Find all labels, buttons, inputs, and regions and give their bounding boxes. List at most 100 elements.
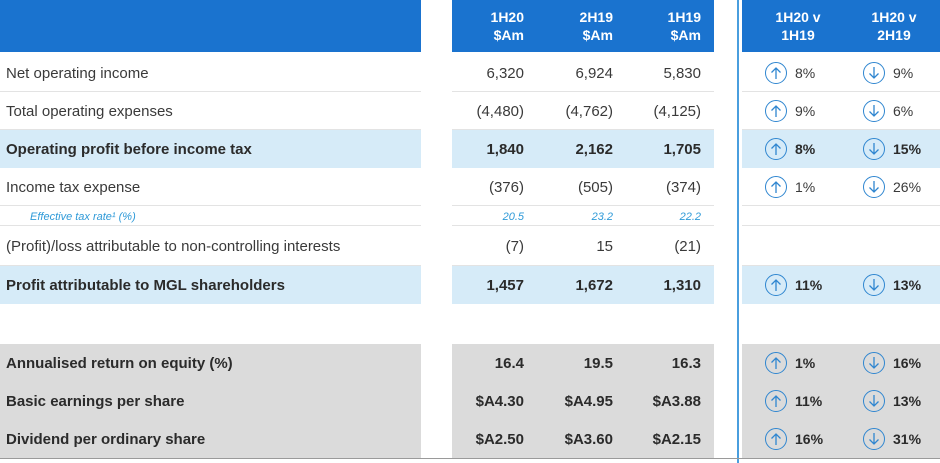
- change-1h20-v-2h19: 13%: [863, 382, 940, 420]
- change-percent: 13%: [893, 393, 922, 409]
- change-percent: 16%: [893, 355, 922, 371]
- row-value: 19.5: [583, 354, 613, 372]
- row-label: Annualised return on equity (%): [6, 354, 233, 372]
- row-value: 1,705: [663, 140, 701, 158]
- change-1h20-v-1h19: 1%: [765, 168, 840, 206]
- header-col-1h20: 1H20 $Am: [452, 0, 524, 52]
- change-percent: 31%: [893, 431, 922, 447]
- row-separator: [452, 225, 714, 226]
- row-separator: [452, 205, 714, 206]
- up-arrow-circle-icon: [765, 62, 787, 84]
- row-label: Profit attributable to MGL shareholders: [6, 276, 285, 294]
- row-value: $A4.30: [475, 392, 524, 410]
- row-label: (Profit)/loss attributable to non-contro…: [6, 237, 341, 255]
- down-arrow-circle-icon: [863, 352, 885, 374]
- change-1h20-v-1h19: 11%: [765, 382, 840, 420]
- row-bg-values: [452, 130, 714, 168]
- change-percent: 9%: [795, 103, 816, 119]
- down-arrow-circle-icon: [863, 390, 885, 412]
- header-col-2h19: 2H19 $Am: [524, 0, 613, 52]
- up-arrow-circle-icon: [765, 100, 787, 122]
- row-separator: [742, 129, 940, 130]
- row-value: 1,840: [486, 140, 524, 158]
- row-value: (7): [505, 237, 524, 255]
- row-bg-values: [452, 420, 714, 458]
- header-chg-1h20-v-2h19: 1H20 v 2H19: [848, 0, 940, 52]
- column-divider: [737, 0, 739, 463]
- change-percent: 26%: [893, 179, 922, 195]
- change-percent: 11%: [795, 277, 823, 293]
- row-value: 16.4: [494, 354, 524, 372]
- change-1h20-v-1h19: 11%: [765, 266, 840, 304]
- row-value: (376): [488, 178, 524, 196]
- down-arrow-circle-icon: [863, 428, 885, 450]
- row-value: $A2.50: [475, 430, 524, 448]
- row-value: 6,924: [575, 64, 613, 82]
- row-value: 1,310: [663, 276, 701, 294]
- row-separator: [0, 205, 421, 206]
- down-arrow-circle-icon: [863, 138, 885, 160]
- change-1h20-v-2h19: 16%: [863, 344, 940, 382]
- change-percent: 15%: [893, 141, 922, 157]
- up-arrow-circle-icon: [765, 390, 787, 412]
- change-1h20-v-2h19: 31%: [863, 420, 940, 458]
- change-percent: 8%: [795, 65, 816, 81]
- row-separator: [452, 265, 714, 266]
- row-value: 20.5: [502, 210, 524, 223]
- change-1h20-v-2h19: 9%: [863, 54, 940, 92]
- change-1h20-v-1h19: 9%: [765, 92, 840, 130]
- header-chg-1h20-v-1h19: 1H20 v 1H19: [752, 0, 844, 52]
- change-percent: 9%: [893, 65, 914, 81]
- row-value: 2,162: [575, 140, 613, 158]
- row-value: $A4.95: [564, 392, 613, 410]
- down-arrow-circle-icon: [863, 176, 885, 198]
- row-bg-label: [0, 420, 421, 458]
- row-separator: [742, 265, 940, 266]
- row-value: 15: [596, 237, 613, 255]
- row-label: Effective tax rate¹ (%): [30, 210, 136, 223]
- change-percent: 13%: [893, 277, 922, 293]
- row-separator: [0, 225, 421, 226]
- change-1h20-v-2h19: 26%: [863, 168, 940, 206]
- row-bg-values: [452, 266, 714, 304]
- row-bg-label: [0, 344, 421, 382]
- row-value: (505): [577, 178, 613, 196]
- up-arrow-circle-icon: [765, 352, 787, 374]
- row-value: $A3.60: [564, 430, 613, 448]
- row-separator: [0, 265, 421, 266]
- up-arrow-circle-icon: [765, 138, 787, 160]
- header-label-bar: [0, 0, 421, 52]
- row-label: Basic earnings per share: [6, 392, 185, 410]
- row-value: $A2.15: [652, 430, 701, 448]
- change-1h20-v-2h19: 15%: [863, 130, 940, 168]
- row-separator: [0, 91, 421, 92]
- row-label: Income tax expense: [6, 178, 141, 196]
- change-percent: 1%: [795, 179, 816, 195]
- row-bg-label: [0, 130, 421, 168]
- row-value: 5,830: [663, 64, 701, 82]
- header-col-1h19: 1H19 $Am: [613, 0, 701, 52]
- change-percent: 8%: [795, 141, 816, 157]
- row-value: (4,125): [653, 102, 701, 120]
- change-percent: 16%: [795, 431, 824, 447]
- row-label: Dividend per ordinary share: [6, 430, 206, 448]
- change-percent: 1%: [795, 355, 816, 371]
- row-bg-values: [452, 382, 714, 420]
- table-bottom-rule: [0, 458, 940, 459]
- up-arrow-circle-icon: [765, 176, 787, 198]
- row-separator: [742, 205, 940, 206]
- row-value: 1,672: [575, 276, 613, 294]
- down-arrow-circle-icon: [863, 62, 885, 84]
- change-1h20-v-1h19: 8%: [765, 54, 840, 92]
- up-arrow-circle-icon: [765, 428, 787, 450]
- row-bg-values: [452, 344, 714, 382]
- row-label: Net operating income: [6, 64, 149, 82]
- row-value: 1,457: [486, 276, 524, 294]
- row-label: Total operating expenses: [6, 102, 173, 120]
- change-1h20-v-2h19: 6%: [863, 92, 940, 130]
- row-separator: [452, 129, 714, 130]
- row-bg-label: [0, 382, 421, 420]
- row-value: 22.2: [679, 210, 701, 223]
- row-value: (21): [674, 237, 701, 255]
- up-arrow-circle-icon: [765, 274, 787, 296]
